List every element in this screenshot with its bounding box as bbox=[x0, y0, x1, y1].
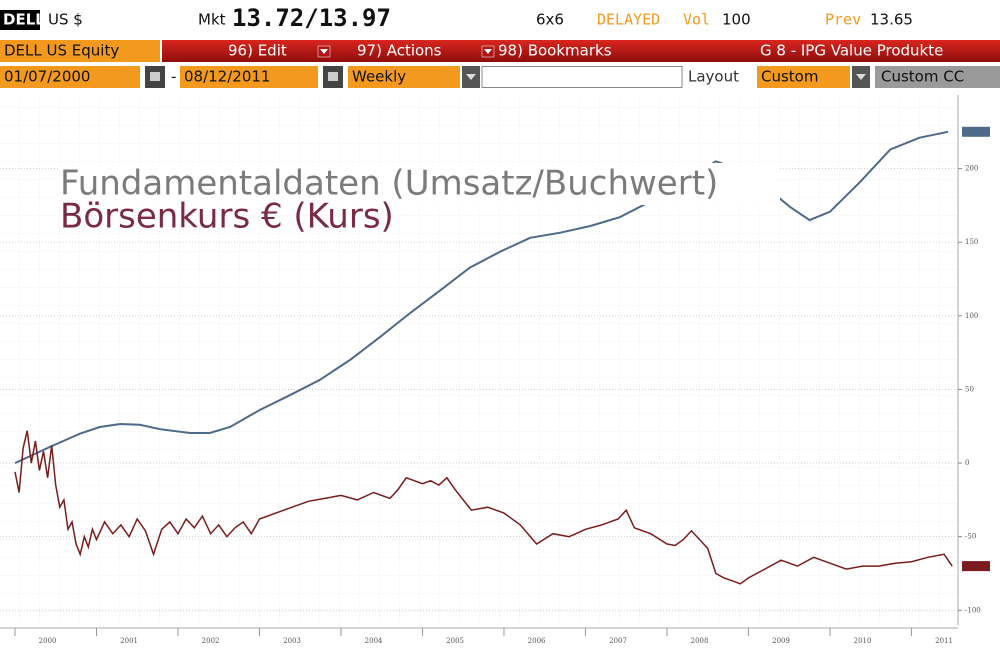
prev: 13.65 bbox=[870, 11, 913, 29]
legend-backdrop bbox=[58, 163, 780, 205]
start-date[interactable]: 01/07/2000 bbox=[4, 68, 90, 86]
dropdown-arrow bbox=[856, 74, 866, 80]
series-line bbox=[14, 430, 953, 585]
menu-bar bbox=[162, 40, 1000, 62]
x-tick-label: 2004 bbox=[365, 637, 383, 645]
status: DELAYED bbox=[597, 11, 660, 29]
security[interactable]: DELL US Equity bbox=[4, 42, 119, 60]
size: 6x6 bbox=[536, 11, 564, 29]
plot: -100 -50 0 50 100 150 200 2000 2001 2002 2003 2004 2… bbox=[0, 126, 990, 645]
calendar-icon bbox=[328, 72, 338, 81]
volume: 100 bbox=[722, 11, 751, 29]
calendar-icon bbox=[150, 72, 160, 81]
menu-item[interactable]: 98) Bookmarks bbox=[498, 42, 612, 60]
empty-field bbox=[481, 66, 683, 88]
prev-label: Prev bbox=[825, 11, 861, 29]
x-tick-label: 2008 bbox=[691, 637, 709, 645]
x-tick-label: 2006 bbox=[528, 637, 546, 645]
series-line bbox=[14, 130, 949, 465]
x-tick-label: 2011 bbox=[935, 637, 953, 645]
y-tick-label: -100 bbox=[965, 606, 981, 614]
currency: US $ bbox=[48, 11, 83, 29]
separator: - bbox=[171, 68, 176, 86]
mkt-label: Mkt bbox=[198, 11, 226, 29]
y-tick-label: 0 bbox=[965, 459, 969, 467]
y-tick-label: 200 bbox=[965, 165, 978, 173]
y-tick-label: 150 bbox=[965, 238, 978, 246]
legend-label: Börsenkurs € (Kurs) bbox=[60, 197, 394, 237]
menu-item[interactable]: 97) Actions bbox=[357, 42, 442, 60]
vol-label: Vol bbox=[683, 11, 710, 29]
x-tick-label: 2002 bbox=[202, 637, 220, 645]
date-field[interactable] bbox=[180, 66, 318, 88]
legend-label: Fundamentaldaten (Umsatz/Buchwert) bbox=[60, 164, 718, 204]
x-tick-label: 2000 bbox=[39, 637, 57, 645]
x-tick-label: 2003 bbox=[283, 637, 301, 645]
x-tick-label: 2010 bbox=[854, 637, 872, 645]
x-tick-label: 2007 bbox=[609, 637, 627, 645]
page-name: G 8 - IPG Value Produkte bbox=[760, 42, 943, 60]
frequency[interactable]: Weekly bbox=[352, 68, 406, 86]
x-tick-label: 2009 bbox=[772, 637, 790, 645]
dropdown-arrow bbox=[320, 49, 328, 54]
dropdown-arrow bbox=[466, 74, 476, 80]
custom-button[interactable] bbox=[875, 66, 1000, 88]
ticker-box bbox=[0, 10, 40, 30]
dropdown-arrow bbox=[484, 49, 492, 54]
x-tick-label: 2001 bbox=[120, 637, 138, 645]
layout-field[interactable] bbox=[757, 66, 850, 88]
end-value-tag bbox=[962, 561, 990, 572]
end-date[interactable]: 08/12/2011 bbox=[184, 68, 270, 86]
menu-item[interactable]: 96) Edit bbox=[228, 42, 287, 60]
date-field[interactable] bbox=[0, 66, 140, 88]
y-tick-label: 50 bbox=[965, 385, 974, 393]
quote: 13.72/13.97 bbox=[232, 4, 391, 32]
x-tick-label: 2005 bbox=[446, 637, 464, 645]
y-tick-label: 100 bbox=[965, 312, 978, 320]
frequency-field[interactable] bbox=[348, 66, 460, 88]
end-value-tag bbox=[962, 126, 990, 137]
security-box[interactable] bbox=[0, 40, 160, 62]
y-tick-label: -50 bbox=[965, 533, 976, 541]
layout[interactable]: Custom bbox=[761, 68, 818, 86]
ticker: DELL bbox=[3, 11, 45, 29]
layout-label: Layout bbox=[688, 68, 739, 86]
custom[interactable]: Custom CC bbox=[881, 68, 964, 86]
